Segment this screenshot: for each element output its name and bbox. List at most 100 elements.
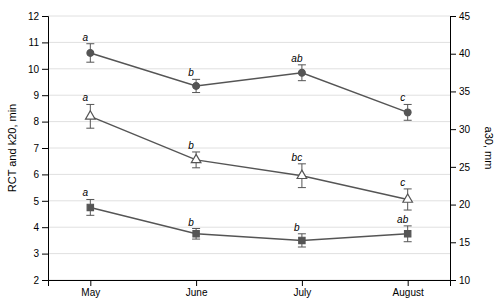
- annotation: c: [400, 177, 405, 188]
- marker: [297, 170, 307, 178]
- chart: MayJuneJulyAugust23456789101112101520253…: [0, 0, 500, 306]
- marker: [404, 109, 411, 116]
- y-tick-mark: [42, 174, 48, 175]
- series-line: [90, 116, 407, 199]
- x-tick-label: July: [293, 287, 311, 298]
- error-bar-cap: [192, 92, 200, 93]
- y2-tick-mark: [450, 167, 456, 168]
- y-tick-label: 12: [28, 11, 40, 22]
- error-bar: [298, 164, 306, 188]
- y2-tick-mark: [450, 129, 456, 130]
- y2-tick-mark: [450, 280, 456, 281]
- error-bar-cap: [192, 167, 200, 168]
- y2-tick: 40: [450, 48, 471, 59]
- y-tick-mark: [42, 201, 48, 202]
- error-bar-cap: [86, 128, 94, 129]
- marker: [87, 50, 94, 57]
- annotation: b: [188, 217, 194, 228]
- annotation: b: [188, 140, 194, 151]
- y-axis-line: [42, 17, 49, 281]
- y-tick-mark: [42, 227, 48, 228]
- y2-tick-label: 15: [459, 237, 471, 248]
- error-bar: [86, 199, 94, 215]
- error-bar-cap: [86, 62, 94, 63]
- y-tick-mark: [42, 16, 48, 17]
- error-bar: [86, 104, 94, 128]
- y-tick-label: 2: [33, 275, 39, 286]
- error-bar-cap: [86, 215, 94, 216]
- marks: [86, 44, 413, 247]
- error-bar-cap: [298, 247, 306, 248]
- error-bar: [404, 104, 412, 120]
- y-tick-label: 6: [33, 169, 39, 180]
- y2-tick-label: 45: [459, 11, 471, 22]
- error-bar: [192, 79, 200, 92]
- grid-line: [48, 148, 450, 149]
- grid-line: [48, 95, 450, 96]
- marker: [86, 111, 96, 119]
- x-tick-mark: [408, 280, 409, 286]
- error-bar-cap: [298, 187, 306, 188]
- grid-line: [48, 42, 450, 43]
- y-tick: 2: [33, 275, 48, 286]
- series: [86, 44, 411, 121]
- error-bar-cap: [404, 241, 412, 242]
- series: [86, 199, 411, 247]
- y-tick: 10: [28, 64, 48, 75]
- error-bar-cap: [404, 225, 412, 226]
- marker: [191, 154, 201, 162]
- grid-line: [48, 227, 450, 228]
- x-tick: August: [393, 280, 424, 298]
- x-axis: May June July August: [49, 280, 451, 298]
- annotation: a: [83, 92, 89, 103]
- y-tick-label: 5: [33, 196, 39, 207]
- annotation: ab: [397, 214, 409, 225]
- error-bar-cap: [86, 199, 94, 200]
- series-line: [90, 207, 407, 240]
- error-bar-cap: [192, 228, 200, 229]
- error-bar-cap: [404, 188, 412, 189]
- error-bar-cap: [298, 80, 306, 81]
- y2-tick: 10: [450, 275, 471, 286]
- y-tick-label: 10: [28, 64, 40, 75]
- y-tick: 6: [33, 169, 48, 180]
- grid-line: [48, 200, 450, 201]
- y2-tick-label: 25: [459, 162, 471, 173]
- y-tick-label: 7: [33, 143, 39, 154]
- error-bar-cap: [404, 120, 412, 121]
- x-tick: July: [293, 280, 311, 298]
- annotation: a: [83, 32, 89, 43]
- error-bar-cap: [298, 163, 306, 164]
- x-tick-mark: [196, 280, 197, 286]
- y-tick: 7: [33, 143, 48, 154]
- plot: MayJuneJulyAugust23456789101112101520253…: [28, 11, 471, 298]
- error-bar: [404, 189, 412, 210]
- y2-tick-label: 30: [459, 124, 471, 135]
- y-tick: 9: [33, 90, 48, 101]
- grid-line: [48, 121, 450, 122]
- y-tick-mark: [42, 254, 48, 255]
- y-axis: 23456789101112: [28, 11, 49, 286]
- y-tick-mark: [42, 122, 48, 123]
- x-axis-line: [49, 281, 451, 287]
- y2-tick-mark: [450, 205, 456, 206]
- marker: [299, 237, 305, 243]
- marker: [87, 204, 93, 210]
- grid-line: [48, 174, 450, 175]
- series: [86, 104, 413, 210]
- error-bar-cap: [192, 79, 200, 80]
- error-bar-cap: [404, 210, 412, 211]
- grid: [48, 16, 450, 280]
- y-tick: 11: [29, 37, 48, 48]
- y-axis-title: RCT and k20, min: [6, 104, 18, 192]
- y2-axis: 1015202530354045: [450, 11, 471, 286]
- error-bar-cap: [192, 151, 200, 152]
- error-bar: [298, 65, 306, 81]
- grid-line: [48, 16, 450, 17]
- y-tick-mark: [42, 42, 48, 43]
- x-tick-label: June: [186, 287, 208, 298]
- annotation: b: [188, 67, 194, 78]
- x-tick: May: [81, 280, 100, 298]
- marker: [193, 83, 200, 90]
- x-tick-label: August: [393, 287, 424, 298]
